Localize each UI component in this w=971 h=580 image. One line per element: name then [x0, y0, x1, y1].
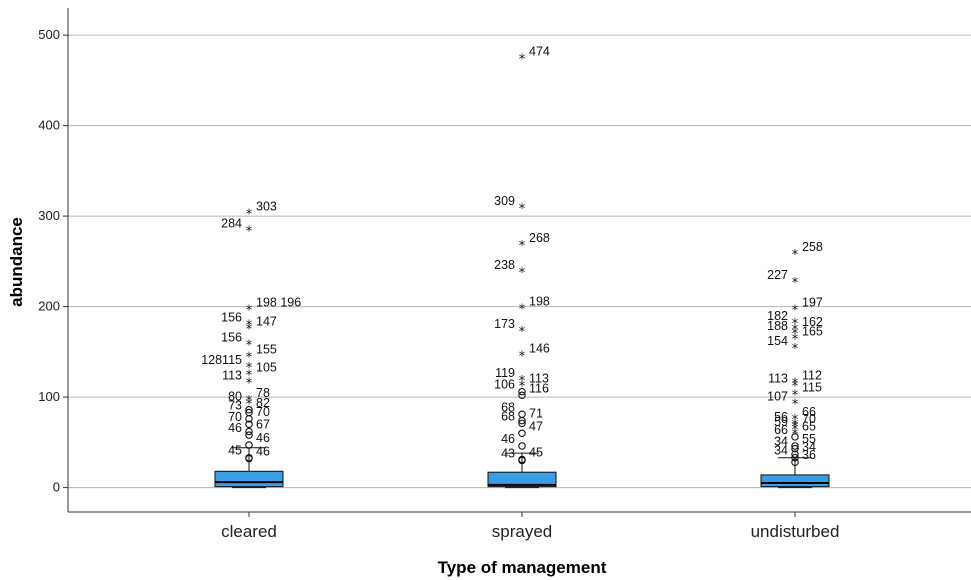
- y-tick-label-200: 200: [38, 299, 60, 314]
- outlier-star-sprayed-2: *: [519, 239, 526, 254]
- outlier-label-sprayed-1: 309: [494, 194, 515, 208]
- outlier-star-sprayed-5: *: [519, 325, 526, 340]
- outlier-star-sprayed-6: *: [519, 349, 526, 364]
- outlier-label-cleared-7: 128115: [201, 353, 242, 367]
- outlier-label-cleared-2: 198 196: [256, 295, 301, 309]
- outlier-label-cleared-4: 147: [256, 314, 277, 328]
- x-axis-title: Type of management: [438, 558, 607, 577]
- outlier-label-cleared-1: 284: [221, 217, 242, 231]
- outlier-label-cleared-17: 46: [228, 421, 242, 435]
- outlier-label-sprayed-0: 474: [529, 45, 550, 59]
- outlier-star-cleared-9: *: [246, 377, 253, 392]
- y-tick-label-100: 100: [38, 389, 60, 404]
- outlier-label-sprayed-5: 173: [494, 317, 515, 331]
- outlier-label-cleared-0: 303: [256, 199, 277, 213]
- outlier-label-sprayed-17: 43: [501, 446, 515, 460]
- y-axis-title: abundance: [7, 217, 26, 307]
- outlier-star-cleared-4: *: [246, 322, 253, 337]
- outlier-star-cleared-1: *: [246, 225, 253, 240]
- outlier-circle-sprayed-11: [519, 411, 525, 417]
- outlier-star-undisturbed-11: *: [792, 397, 799, 412]
- outlier-label-sprayed-13: 68: [501, 409, 515, 423]
- outlier-label-sprayed-3: 238: [494, 258, 515, 272]
- outlier-label-cleared-6: 155: [256, 342, 277, 356]
- outlier-star-undisturbed-7: *: [792, 342, 799, 357]
- outlier-label-cleared-3: 156: [221, 311, 242, 325]
- outlier-circle-sprayed-15: [519, 443, 525, 449]
- outlier-circle-sprayed-14: [519, 430, 525, 436]
- outlier-label-undisturbed-2: 197: [802, 295, 823, 309]
- outlier-star-cleared-2: *: [246, 303, 253, 318]
- outlier-label-cleared-18: 46: [256, 431, 270, 445]
- outlier-label-sprayed-10: 116: [529, 381, 549, 395]
- outlier-label-undisturbed-10: 115: [802, 380, 822, 394]
- x-tick-label-cleared: cleared: [221, 522, 277, 541]
- outlier-star-undisturbed-1: *: [792, 276, 799, 291]
- x-tick-label-sprayed: sprayed: [492, 522, 552, 541]
- outlier-star-sprayed-1: *: [519, 202, 526, 217]
- y-tick-label-0: 0: [53, 480, 60, 495]
- y-tick-label-500: 500: [38, 27, 60, 42]
- outlier-label-sprayed-6: 146: [529, 341, 550, 355]
- outlier-star-undisturbed-0: *: [792, 248, 799, 263]
- outlier-label-sprayed-4: 198: [529, 294, 550, 308]
- y-tick-label-300: 300: [38, 208, 60, 223]
- outlier-label-undisturbed-7: 154: [767, 334, 788, 348]
- outlier-label-cleared-9: 113: [222, 369, 242, 383]
- outlier-label-cleared-19: 45: [228, 444, 242, 458]
- outlier-label-undisturbed-6: 165: [802, 324, 823, 338]
- outlier-label-undisturbed-5: 188: [767, 319, 788, 333]
- outlier-star-sprayed-0: *: [519, 53, 526, 68]
- outlier-label-sprayed-16: 45: [529, 446, 543, 460]
- outlier-label-sprayed-9: 106: [494, 378, 515, 392]
- outlier-label-undisturbed-0: 258: [802, 240, 823, 254]
- outlier-label-cleared-16: 67: [256, 417, 270, 431]
- outlier-label-undisturbed-22: 36: [802, 448, 816, 462]
- outlier-star-sprayed-3: *: [519, 266, 526, 281]
- outlier-label-cleared-5: 156: [221, 331, 242, 345]
- outlier-label-undisturbed-11: 107: [767, 389, 788, 403]
- outlier-label-sprayed-14: 47: [529, 419, 543, 433]
- box-undisturbed: [761, 475, 829, 487]
- x-tick-label-undisturbed: undisturbed: [751, 522, 840, 541]
- outlier-star-sprayed-4: *: [519, 302, 526, 317]
- outlier-label-undisturbed-1: 227: [767, 268, 788, 282]
- outlier-star-cleared-0: *: [246, 207, 253, 222]
- outlier-label-sprayed-15: 46: [501, 432, 515, 446]
- outlier-label-undisturbed-21: 34: [774, 444, 788, 458]
- outlier-label-undisturbed-9: 113: [768, 371, 788, 385]
- outlier-label-cleared-20: 46: [256, 445, 270, 459]
- box-cleared: [215, 471, 283, 486]
- outlier-label-cleared-8: 105: [256, 360, 277, 374]
- y-tick-label-400: 400: [38, 118, 60, 133]
- outlier-label-sprayed-2: 268: [529, 231, 550, 245]
